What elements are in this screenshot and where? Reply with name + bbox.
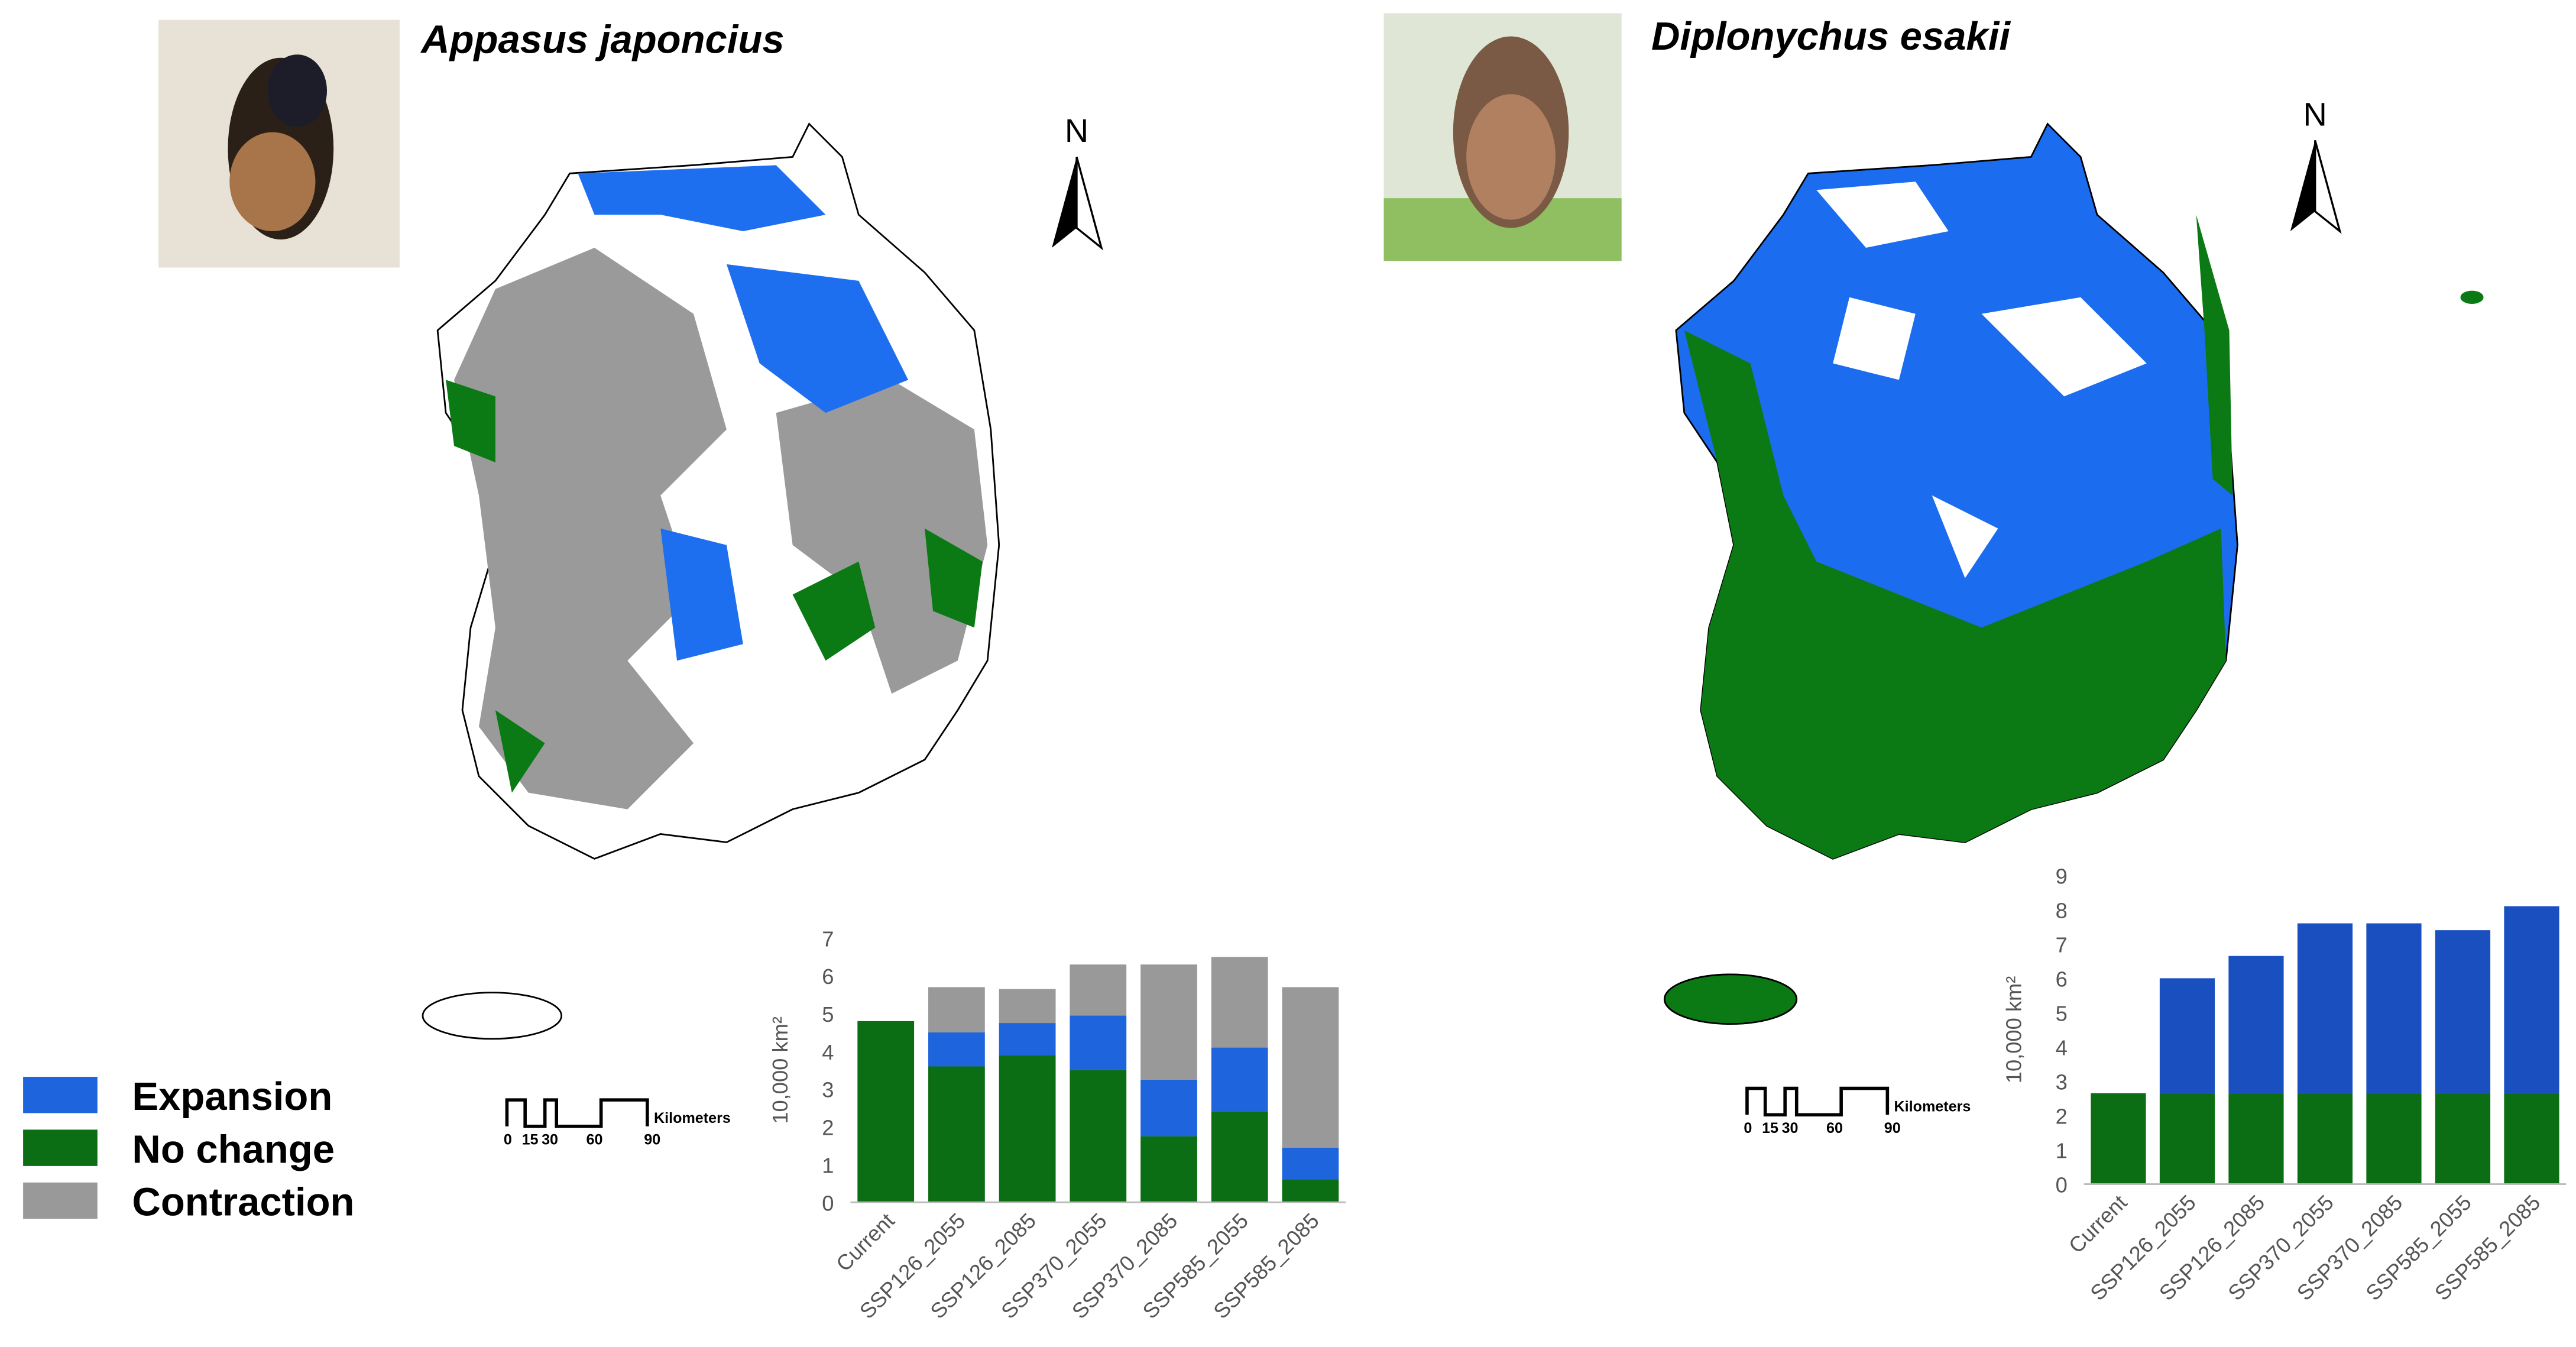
y-tick-label: 3	[2056, 1070, 2068, 1094]
legend-label: Expansion	[132, 1074, 332, 1119]
scale-label: 0	[504, 1132, 512, 1148]
bar-segment	[1140, 1079, 1197, 1136]
bar-segment	[999, 989, 1056, 1024]
legend-swatch	[23, 1077, 98, 1113]
y-tick-label: 8	[2056, 898, 2068, 922]
bar-segment	[928, 1066, 985, 1203]
y-tick-label: 5	[822, 1002, 834, 1027]
bar-segment	[2159, 1093, 2215, 1184]
y-tick-label: 7	[2056, 932, 2068, 957]
scale-label: 60	[586, 1132, 602, 1148]
legend-label: Contraction	[132, 1180, 354, 1225]
y-tick-label: 2	[2056, 1104, 2068, 1128]
x-tick-label: Current	[2064, 1190, 2132, 1258]
scale-label: 15	[1762, 1120, 1778, 1136]
bar-segment	[928, 1032, 985, 1067]
legend-swatch	[23, 1129, 98, 1166]
bar-segment	[2228, 956, 2284, 1093]
y-tick-label: 4	[822, 1040, 834, 1064]
y-tick-label: 0	[822, 1191, 834, 1215]
insect-photo	[1383, 13, 1622, 261]
scale-label: 0	[1744, 1120, 1752, 1136]
scale-unit: Kilometers	[654, 1110, 731, 1126]
bar-segment	[2159, 978, 2215, 1093]
y-axis-label: 10,000 km²	[2002, 976, 2026, 1084]
chart-title: Appasus japoncius	[420, 17, 784, 61]
y-tick-label: 7	[822, 927, 834, 951]
y-tick-label: 9	[2056, 864, 2068, 888]
bar-segment	[2435, 930, 2491, 1093]
bar-segment	[999, 1055, 1056, 1203]
scale-label: 90	[644, 1132, 660, 1148]
bar-segment	[928, 987, 985, 1033]
north-arrow: N	[1052, 112, 1103, 251]
bar-segment	[1140, 964, 1197, 1080]
bar-segment	[857, 1021, 915, 1203]
y-tick-label: 4	[2056, 1035, 2068, 1060]
legend: No change Expansion Contraction	[23, 1074, 354, 1225]
y-tick-label: 6	[2056, 967, 2068, 991]
y-tick-label: 1	[822, 1153, 834, 1177]
legend-swatch	[23, 1182, 98, 1219]
bar-segment	[1070, 1015, 1127, 1070]
scale-bar	[505, 1098, 649, 1128]
legend-label: No change	[132, 1127, 335, 1171]
bar-segment	[2297, 923, 2353, 1093]
y-tick-label: 0	[2056, 1173, 2068, 1197]
bar-segment	[1070, 1070, 1127, 1203]
bar-segment	[1140, 1136, 1197, 1203]
bar-segment	[2228, 1093, 2284, 1184]
bar-segment	[2504, 1093, 2559, 1184]
y-axis-label: 10,000 km²	[768, 1016, 792, 1124]
bar-segment	[1282, 1147, 1339, 1180]
scale-label: 30	[542, 1132, 558, 1148]
y-tick-label: 5	[2056, 1001, 2068, 1025]
scale-label: 60	[1826, 1120, 1843, 1136]
y-tick-label: 6	[822, 964, 834, 989]
bar-segment	[2504, 906, 2559, 1093]
x-tick-label: Current	[831, 1208, 899, 1276]
north-arrow: N	[2290, 95, 2342, 234]
bar-segment	[1211, 957, 1268, 1048]
chart-title: Diplonychus esakii	[1651, 14, 2011, 59]
bar-segment	[2435, 1093, 2491, 1184]
y-tick-label: 3	[822, 1078, 834, 1102]
bar-segment	[1282, 987, 1339, 1148]
bar-segment	[2297, 1093, 2353, 1184]
north-label: N	[2303, 95, 2327, 132]
bar-segment	[999, 1023, 1056, 1055]
bar-segment	[2366, 1093, 2422, 1184]
y-tick-label: 2	[822, 1116, 834, 1140]
bar-segment	[1070, 964, 1127, 1016]
scale-label: 90	[1884, 1120, 1901, 1136]
scale-bar	[1745, 1086, 1890, 1117]
y-tick-label: 1	[2056, 1139, 2068, 1163]
map	[422, 122, 1000, 1040]
bar-segment	[1211, 1112, 1268, 1203]
bar-segment	[1282, 1179, 1339, 1203]
insect-photo	[158, 20, 400, 268]
scale-label: 15	[522, 1132, 539, 1148]
scale-label: 30	[1782, 1120, 1799, 1136]
bar-segment	[2366, 923, 2422, 1093]
bar-segment	[2091, 1093, 2146, 1184]
north-label: N	[1065, 112, 1088, 149]
bar-segment	[1211, 1047, 1268, 1112]
map	[1663, 122, 2484, 1025]
scale-unit: Kilometers	[1894, 1099, 1971, 1115]
